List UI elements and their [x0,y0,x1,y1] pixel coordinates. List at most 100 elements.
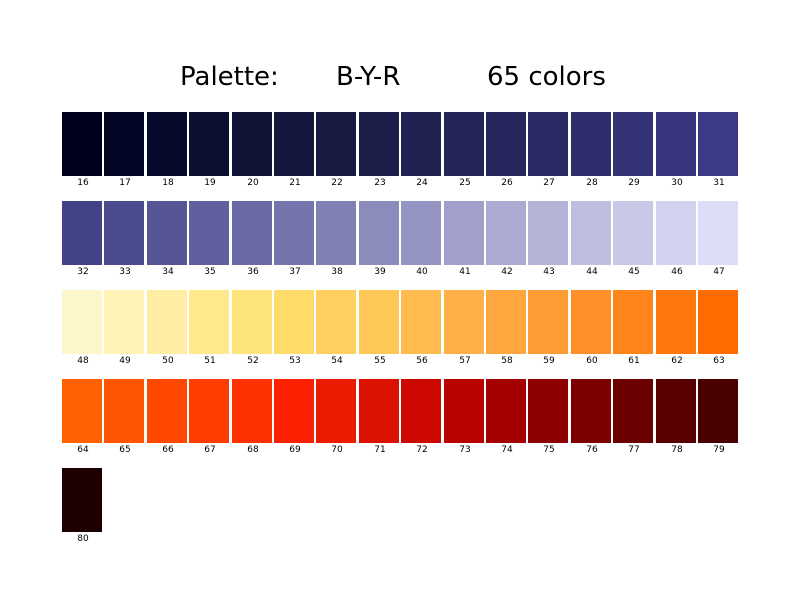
palette-name: B-Y-R [336,62,401,92]
color-swatch [698,379,738,443]
swatch-index-label: 18 [162,178,174,188]
color-swatch [486,290,526,354]
color-swatch [444,201,484,265]
color-swatch [698,290,738,354]
color-swatch [401,379,441,443]
swatch-index-label: 67 [204,445,216,455]
swatch-index-label: 74 [501,445,513,455]
color-swatch [444,379,484,443]
swatch-index-label: 36 [247,267,259,277]
swatch-index-label: 57 [459,356,471,366]
color-swatch [316,112,356,176]
color-swatch [359,201,399,265]
swatch-index-label: 24 [416,178,428,188]
swatch-index-label: 75 [543,445,555,455]
swatch-index-label: 47 [713,267,725,277]
swatch-index-label: 30 [671,178,683,188]
swatch-index-label: 26 [501,178,513,188]
swatch-index-label: 63 [713,356,725,366]
swatch-index-label: 23 [374,178,386,188]
color-swatch [698,112,738,176]
swatch-index-label: 72 [416,445,428,455]
color-swatch [401,201,441,265]
swatch-index-label: 76 [586,445,598,455]
swatch-index-label: 35 [204,267,216,277]
swatch-index-label: 19 [204,178,216,188]
color-swatch [571,201,611,265]
swatch-index-label: 34 [162,267,174,277]
swatch-index-label: 31 [713,178,725,188]
swatch-index-label: 38 [331,267,343,277]
swatch-index-label: 61 [628,356,640,366]
color-swatch [232,379,272,443]
color-swatch [401,112,441,176]
swatch-index-label: 50 [162,356,174,366]
color-swatch [613,379,653,443]
swatch-index-label: 52 [247,356,259,366]
swatch-index-label: 20 [247,178,259,188]
color-swatch [359,290,399,354]
swatch-index-label: 68 [247,445,259,455]
swatch-index-label: 17 [119,178,131,188]
color-swatch [232,112,272,176]
swatch-index-label: 44 [586,267,598,277]
color-swatch [316,379,356,443]
palette-title: Palette: B-Y-R 65 colors [0,62,792,102]
color-swatch [147,290,187,354]
swatch-index-label: 80 [77,534,89,544]
color-swatch [571,379,611,443]
color-swatch [62,201,102,265]
swatch-index-label: 39 [374,267,386,277]
color-swatch [189,201,229,265]
swatch-index-label: 65 [119,445,131,455]
color-swatch [486,112,526,176]
swatch-index-label: 73 [459,445,471,455]
swatch-index-label: 59 [543,356,555,366]
color-swatch [232,201,272,265]
swatch-index-label: 48 [77,356,89,366]
color-swatch [274,290,314,354]
color-swatch [444,290,484,354]
color-swatch [104,290,144,354]
swatch-index-label: 42 [501,267,513,277]
color-count: 65 colors [487,62,606,92]
color-swatch [528,379,568,443]
swatch-index-label: 49 [119,356,131,366]
swatch-index-label: 64 [77,445,89,455]
color-swatch [571,290,611,354]
color-swatch [613,112,653,176]
swatch-index-label: 16 [77,178,89,188]
swatch-index-label: 70 [331,445,343,455]
color-swatch [189,112,229,176]
swatch-index-label: 27 [543,178,555,188]
swatch-index-label: 66 [162,445,174,455]
color-swatch [613,201,653,265]
swatch-index-label: 33 [119,267,131,277]
swatch-index-label: 79 [713,445,725,455]
color-swatch [486,379,526,443]
color-swatch [528,290,568,354]
color-swatch [401,290,441,354]
color-swatch [486,201,526,265]
color-swatch [359,379,399,443]
swatch-index-label: 53 [289,356,301,366]
color-swatch [698,201,738,265]
swatch-index-label: 37 [289,267,301,277]
color-swatch [359,112,399,176]
color-swatch [189,379,229,443]
color-swatch [274,379,314,443]
color-swatch [656,379,696,443]
color-swatch [147,201,187,265]
swatch-index-label: 46 [671,267,683,277]
color-swatch [316,201,356,265]
color-swatch [62,379,102,443]
color-swatch [189,290,229,354]
color-swatch [104,112,144,176]
swatch-index-label: 55 [374,356,386,366]
title-label: Palette: [180,62,279,92]
color-swatch [147,112,187,176]
swatch-index-label: 69 [289,445,301,455]
swatch-index-label: 62 [671,356,683,366]
color-swatch [62,290,102,354]
